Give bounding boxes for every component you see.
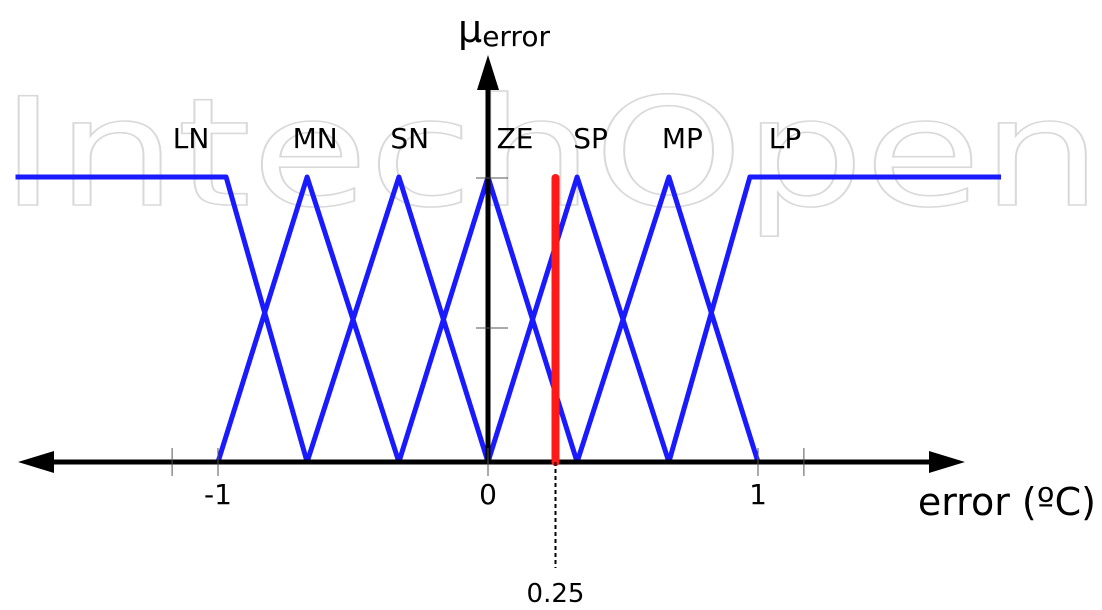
set-label-sp: SP — [573, 122, 608, 155]
x-tick-label: -1 — [204, 478, 232, 511]
y-axis-subscript: error — [482, 20, 550, 53]
set-label-lp: LP — [769, 122, 801, 155]
x-axis-arrow-right — [929, 451, 965, 473]
x-tick-label: 0 — [479, 478, 497, 511]
watermark: IntechOpen — [0, 67, 1102, 241]
set-label-ln: LN — [173, 122, 210, 155]
x-axis-label: error (ºC) — [918, 480, 1096, 524]
y-axis-symbol: μ — [458, 7, 482, 51]
x-axis-ticks: -1 0 1 — [172, 448, 804, 511]
set-label-mn: MN — [293, 122, 338, 155]
set-label-ze: ZE — [497, 122, 534, 155]
error-marker-label: 0.25 — [527, 579, 585, 609]
y-axis-label: μerror — [458, 7, 550, 53]
set-label-mp: MP — [662, 122, 703, 155]
x-tick-label: 1 — [749, 478, 767, 511]
set-label-sn: SN — [390, 122, 429, 155]
x-axis-arrow-left — [18, 451, 54, 473]
